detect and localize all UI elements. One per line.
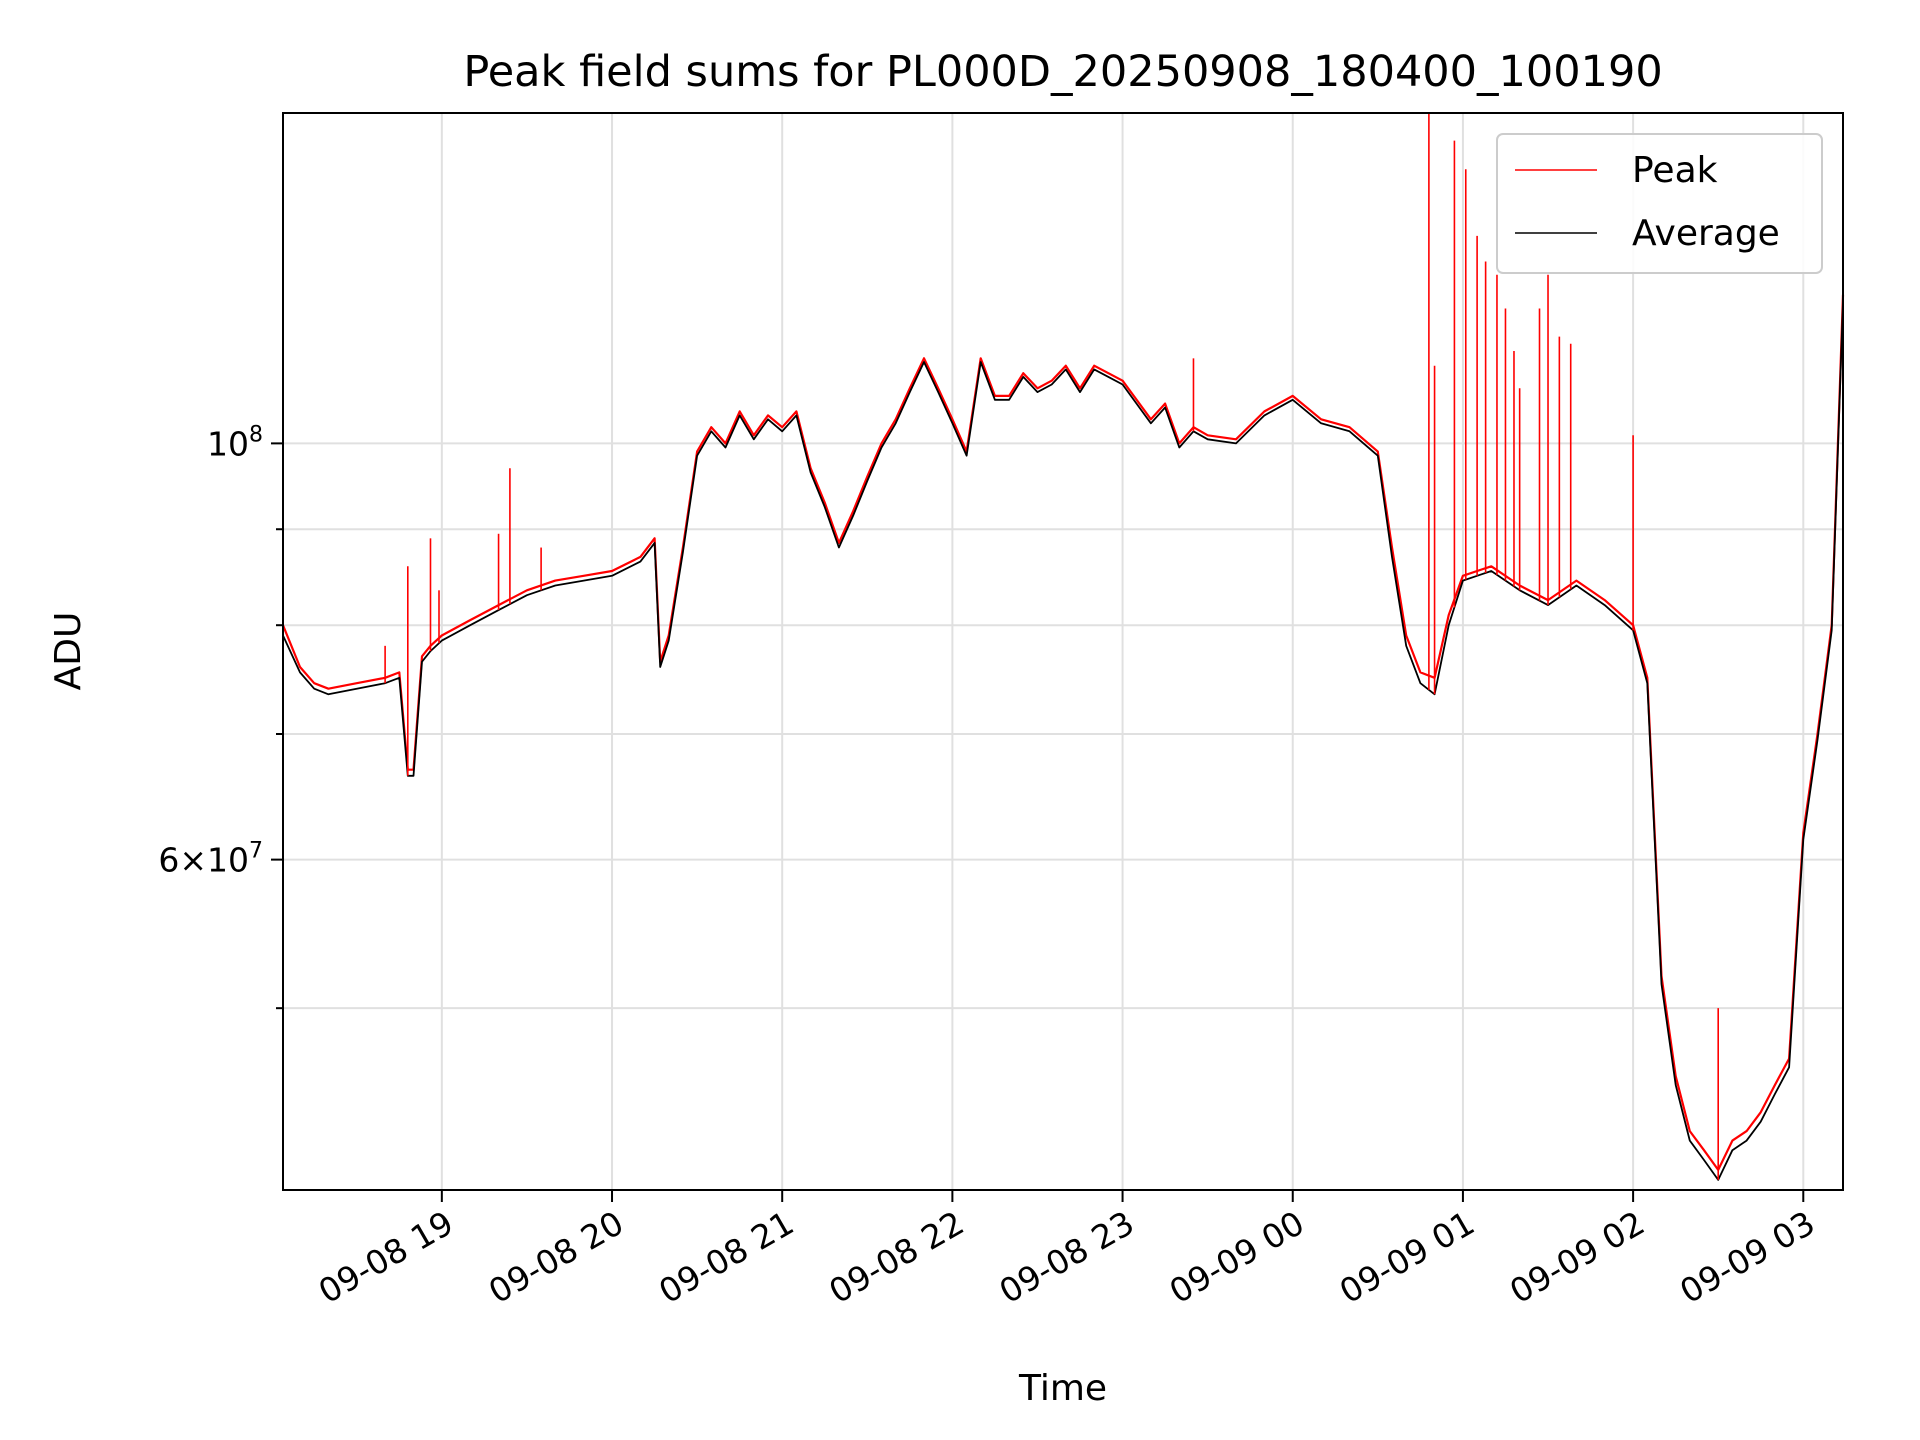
legend: Peak Average — [1496, 133, 1823, 274]
x-tick-label: 09-09 02 — [1503, 1203, 1651, 1311]
series-lines — [281, 113, 1845, 1181]
legend-label-average: Average — [1632, 213, 1780, 254]
series-line-peak — [281, 294, 1845, 1171]
y-tick-base: 10 — [207, 841, 249, 880]
y-tick-label: 108 — [207, 422, 263, 463]
grid — [283, 113, 1843, 1190]
y-tick-label: 6×107 — [158, 839, 263, 880]
plot-background — [283, 113, 1843, 1190]
legend-box — [1496, 133, 1823, 274]
y-tick-exponent: 7 — [249, 839, 263, 864]
chart-title: Peak field sums for PL000D_20250908_1804… — [463, 47, 1662, 97]
y-tick-times: × — [179, 841, 207, 880]
legend-label-peak: Peak — [1632, 150, 1718, 191]
series-line-average — [282, 301, 1844, 1181]
x-tick-label: 09-09 03 — [1673, 1203, 1821, 1311]
x-tick-label: 09-09 00 — [1163, 1203, 1311, 1311]
x-tick-label: 09-08 19 — [312, 1203, 460, 1311]
x-tick-label: 09-08 21 — [652, 1203, 800, 1311]
y-axis-label: ADU — [48, 612, 89, 691]
y-tick-mantissa: 6 — [158, 841, 179, 880]
x-tick-label: 09-08 20 — [482, 1203, 630, 1311]
y-tick-exponent: 8 — [249, 422, 263, 447]
x-axis-label: Time — [1018, 1368, 1107, 1409]
x-tick-label: 09-09 01 — [1333, 1203, 1481, 1311]
plot-frame — [282, 112, 1844, 1191]
x-tick-label: 09-08 22 — [822, 1203, 970, 1311]
y-tick-base: 10 — [207, 424, 249, 463]
x-tick-label: 09-08 23 — [993, 1203, 1141, 1311]
